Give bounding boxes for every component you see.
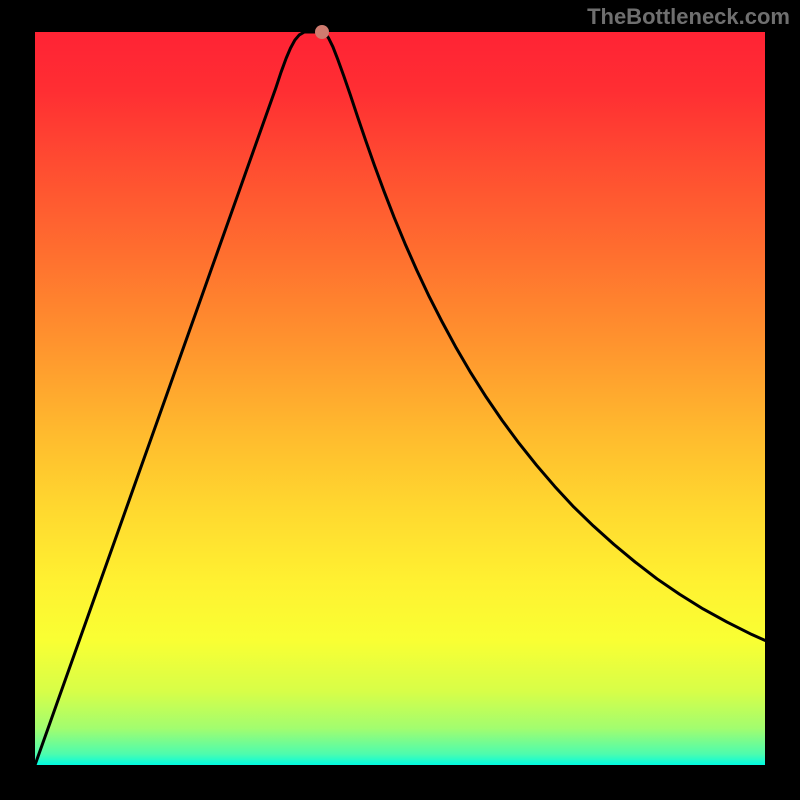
optimum-marker xyxy=(315,25,329,39)
watermark-text: TheBottleneck.com xyxy=(587,4,790,30)
curve-path xyxy=(35,32,765,765)
bottleneck-curve xyxy=(35,32,765,765)
plot-area xyxy=(35,32,765,765)
